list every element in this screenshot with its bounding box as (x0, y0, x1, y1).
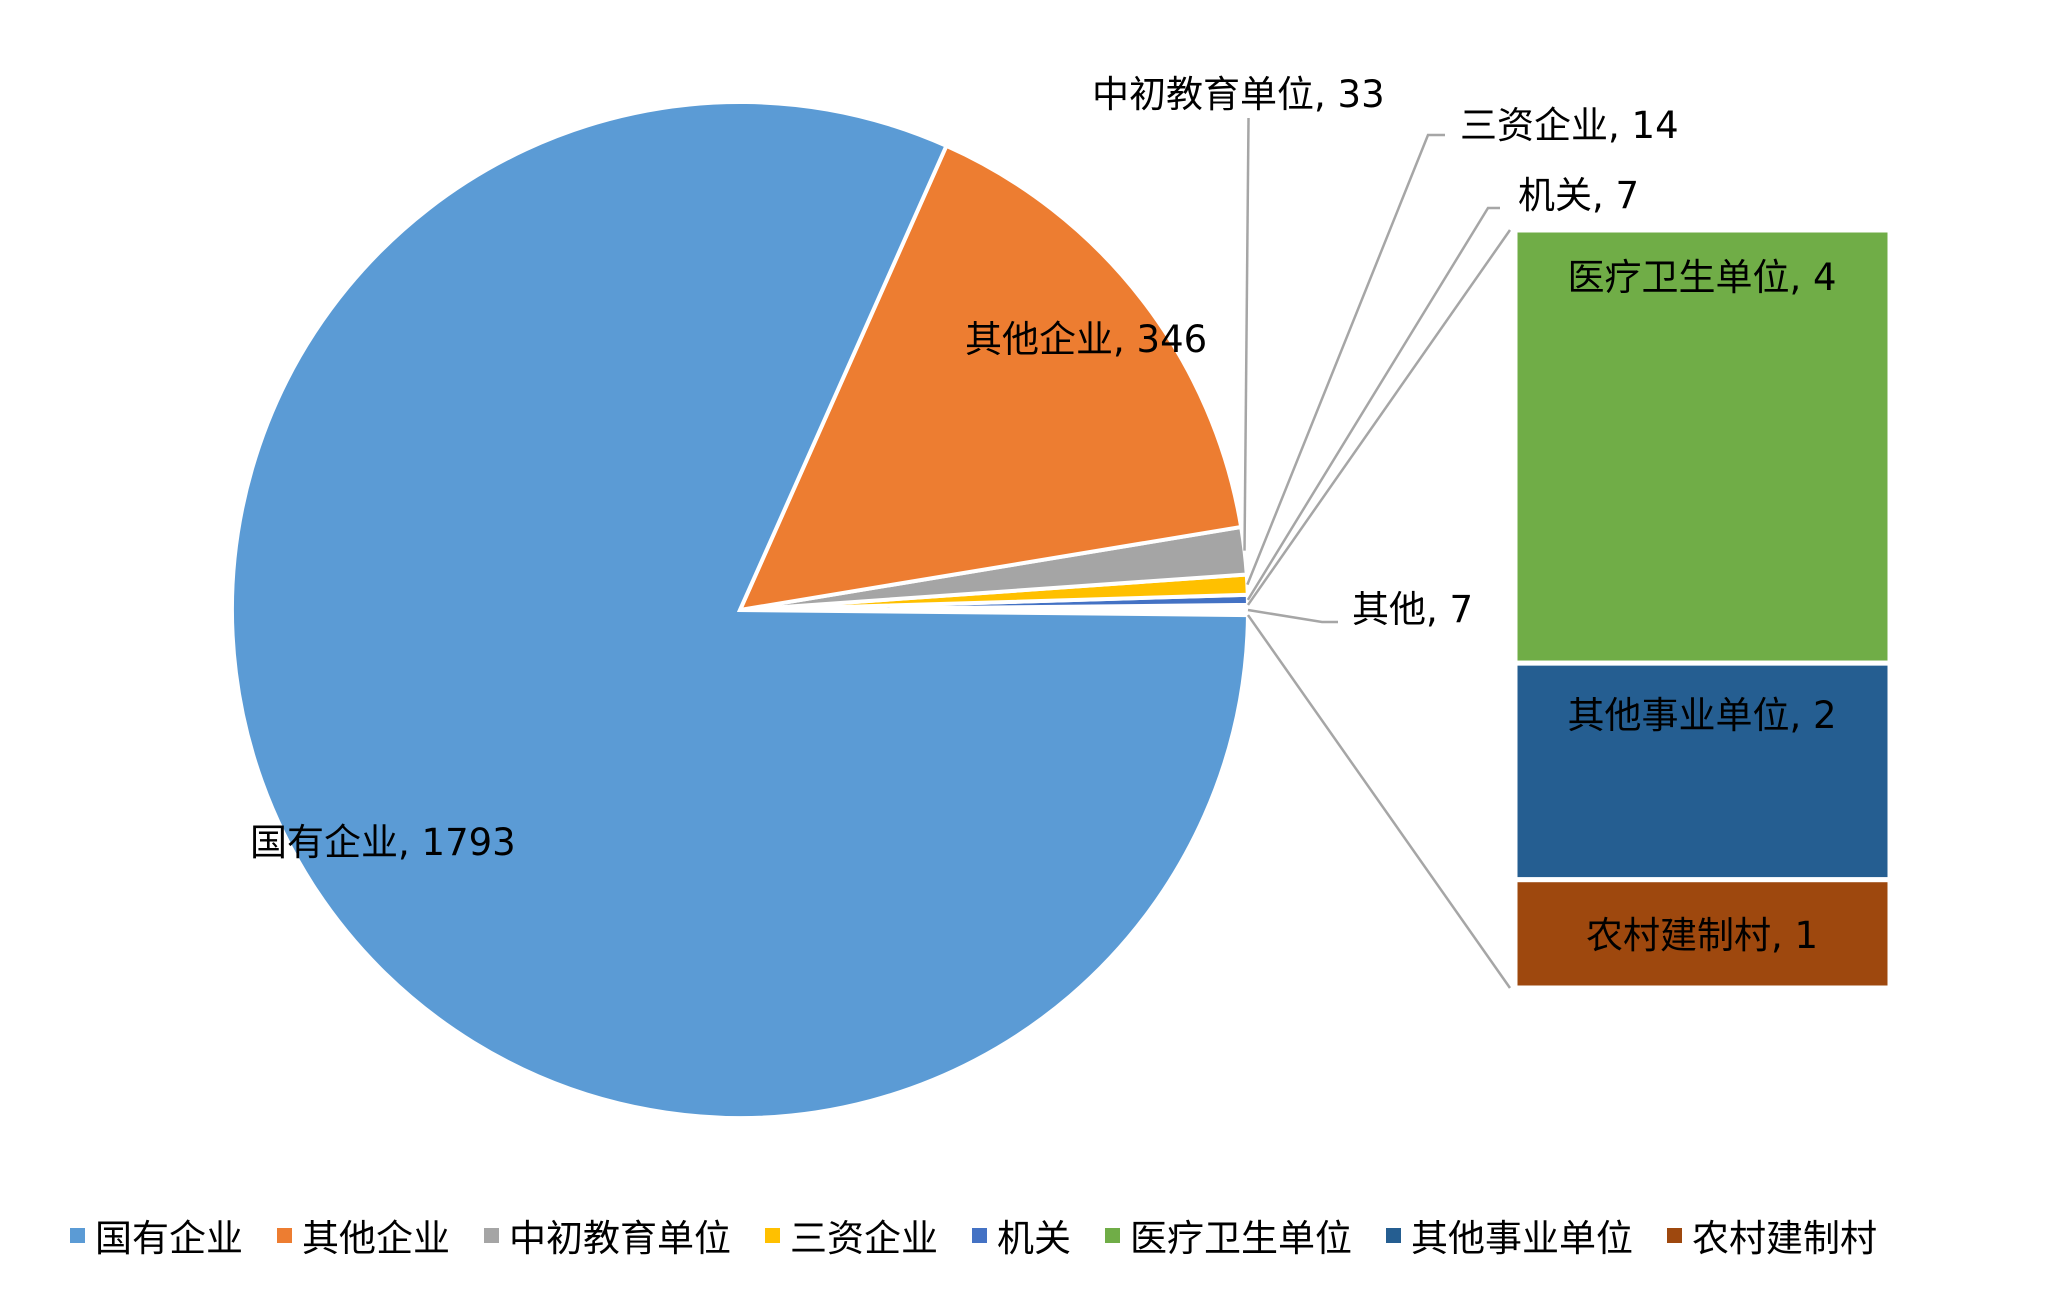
legend-item-农村建制村: 农村建制村 (1667, 1208, 1877, 1262)
legend-item-国有企业: 国有企业 (70, 1208, 243, 1262)
pie-slices (229, 100, 1250, 1120)
legend-label: 农村建制村 (1692, 1217, 1877, 1260)
legend-swatch (1105, 1227, 1120, 1243)
legend-swatch (972, 1227, 987, 1243)
legend-label: 中初教育单位 (509, 1217, 731, 1260)
legend-swatch (1386, 1227, 1401, 1243)
legend-label: 其他企业 (302, 1217, 450, 1260)
legend-item-三资企业: 三资企业 (765, 1208, 938, 1262)
legend-swatch (1667, 1227, 1682, 1243)
connector-top (1246, 229, 1512, 606)
data-label-8: 农村建制村, 1 (1586, 914, 1818, 957)
connector-lines (1243, 117, 1512, 989)
legend-label: 机关 (997, 1217, 1071, 1260)
data-label-1: 其他企业, 346 (965, 318, 1207, 361)
breakdown-bars (1512, 227, 1893, 991)
legend-swatch (765, 1227, 780, 1243)
data-label-7: 其他事业单位, 2 (1567, 694, 1836, 737)
legend-item-医疗卫生单位: 医疗卫生单位 (1105, 1208, 1352, 1262)
legend-swatch (484, 1227, 499, 1243)
data-label-2: 中初教育单位, 33 (1092, 73, 1385, 116)
legend-item-中初教育单位: 中初教育单位 (484, 1208, 731, 1262)
legend-item-机关: 机关 (972, 1208, 1071, 1262)
data-label-0: 国有企业, 1793 (250, 821, 516, 864)
bar-of-pie-chart: 国有企业, 1793 其他企业, 346 中初教育单位, 33 三资企业, 14 机关,… (229, 73, 1893, 1120)
data-label-4: 机关, 7 (1518, 174, 1639, 217)
legend-label: 医疗卫生单位 (1130, 1217, 1352, 1260)
pie-slice-国有企业 (229, 100, 1250, 1120)
legend: 国有企业 其他企业 中初教育单位 三资企业 机关 医疗卫生单位 其他事业单位 农村建制村 (70, 1208, 2030, 1262)
legend-item-其他企业: 其他企业 (277, 1208, 450, 1262)
legend-label: 其他事业单位 (1411, 1217, 1633, 1260)
legend-label: 三资企业 (790, 1217, 938, 1260)
data-label-6: 医疗卫生单位, 4 (1567, 256, 1836, 299)
data-labels: 国有企业, 1793 其他企业, 346 中初教育单位, 33 三资企业, 14 机关,… (250, 73, 1837, 957)
legend-label: 国有企业 (95, 1217, 243, 1260)
leader-机关 (1246, 206, 1500, 601)
legend-item-其他事业单位: 其他事业单位 (1386, 1208, 1633, 1262)
leader-三资企业 (1246, 133, 1445, 586)
legend-swatch (70, 1227, 85, 1243)
data-label-5: 其他, 7 (1352, 588, 1473, 631)
data-label-3: 三资企业, 14 (1460, 104, 1679, 147)
connector-bottom (1246, 614, 1512, 989)
bar-segment-医疗卫生单位 (1512, 227, 1893, 666)
legend-swatch (277, 1227, 292, 1243)
leader-其他 (1247, 608, 1338, 624)
pie-slice-其他企业 (736, 143, 1244, 613)
leader-中初教育单位 (1243, 117, 1250, 551)
bar-segment-其他事业单位 (1512, 660, 1893, 883)
bar-segment-农村建制村 (1512, 877, 1893, 991)
